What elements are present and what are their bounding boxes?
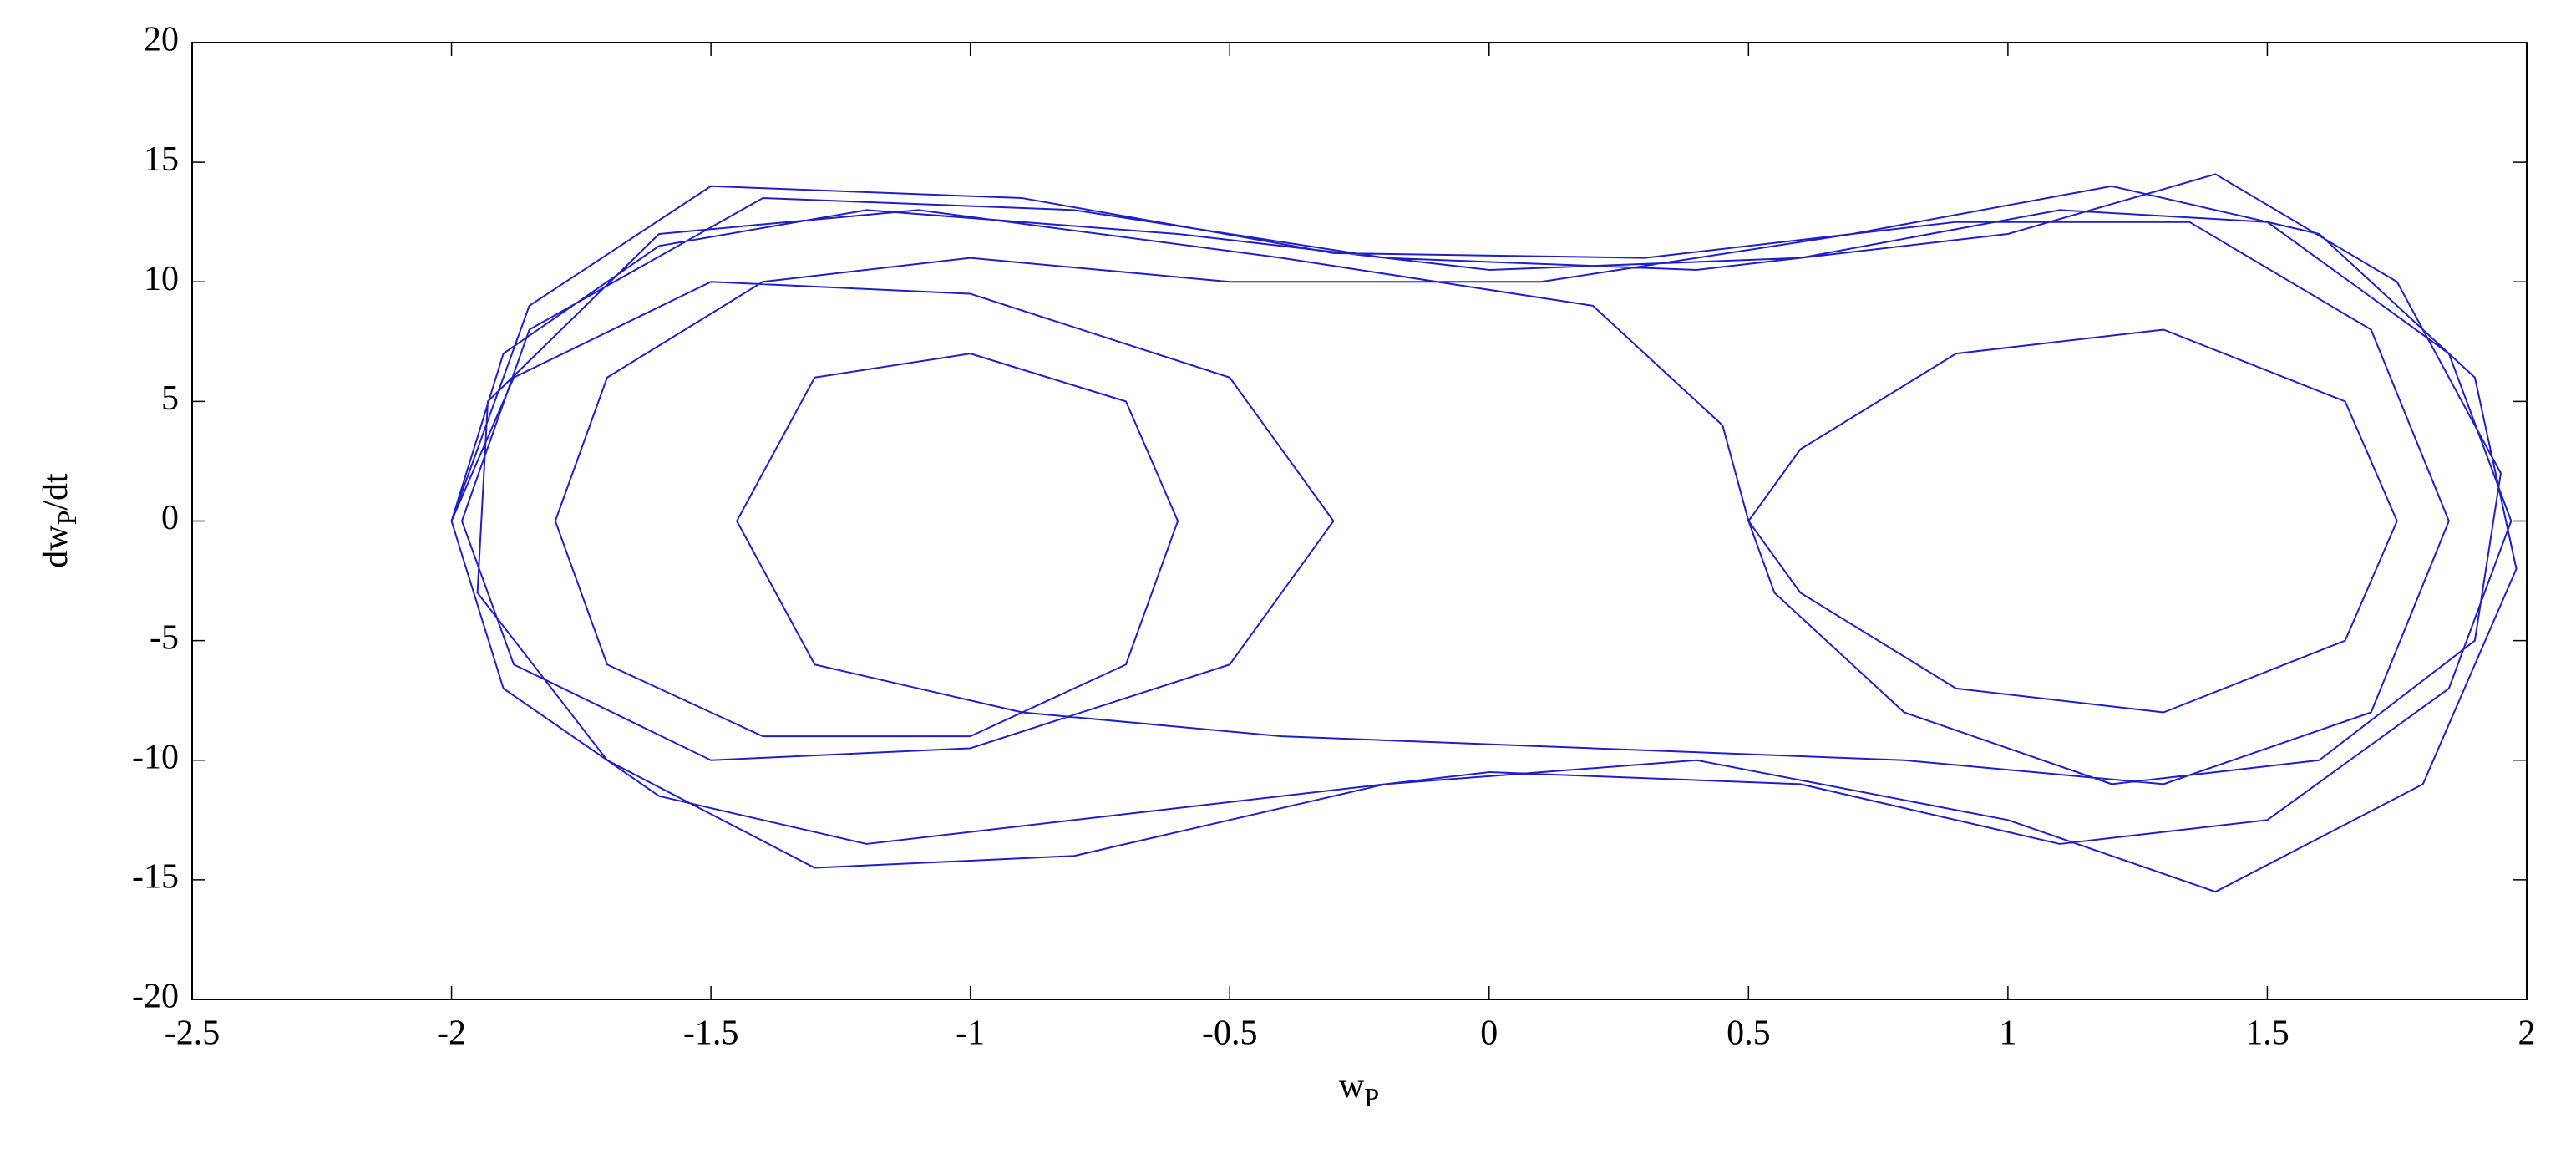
x-tick-label: -2 [437, 1014, 466, 1053]
x-tick-label: 2 [2518, 1014, 2536, 1053]
x-tick-label: -1 [956, 1014, 985, 1053]
x-tick-label: 1.5 [2245, 1014, 2289, 1053]
y-label-tail: /dt [37, 473, 75, 511]
x-tick-label: -0.5 [1202, 1014, 1258, 1053]
y-label-main: dw [37, 525, 75, 568]
x-tick-label: -1.5 [683, 1014, 739, 1053]
y-tick-label: 5 [161, 379, 179, 418]
y-tick-label: -20 [132, 978, 179, 1016]
y-tick-label: 20 [144, 21, 179, 59]
trajectory-line [450, 173, 2518, 893]
x-tick-label: 1 [1999, 1014, 2016, 1053]
y-axis-label: dwP/dt [37, 473, 83, 568]
y-tick-label: 10 [144, 260, 179, 298]
x-tick-label: 0 [1480, 1014, 1498, 1053]
y-label-sub: P [52, 511, 82, 526]
y-tick-label: 15 [144, 140, 179, 179]
x-tick-label: 0.5 [1727, 1014, 1771, 1053]
x-tick-label: -2.5 [165, 1014, 221, 1053]
x-axis-label: wP [1339, 1067, 1379, 1113]
x-label-sub: P [1364, 1082, 1379, 1112]
y-tick-label: -10 [132, 738, 179, 776]
y-tick-label: -5 [150, 618, 179, 657]
y-tick-label: 0 [161, 499, 179, 537]
y-tick-label: -15 [132, 858, 179, 897]
x-label-main: w [1339, 1067, 1365, 1106]
plot-area [450, 173, 2518, 893]
